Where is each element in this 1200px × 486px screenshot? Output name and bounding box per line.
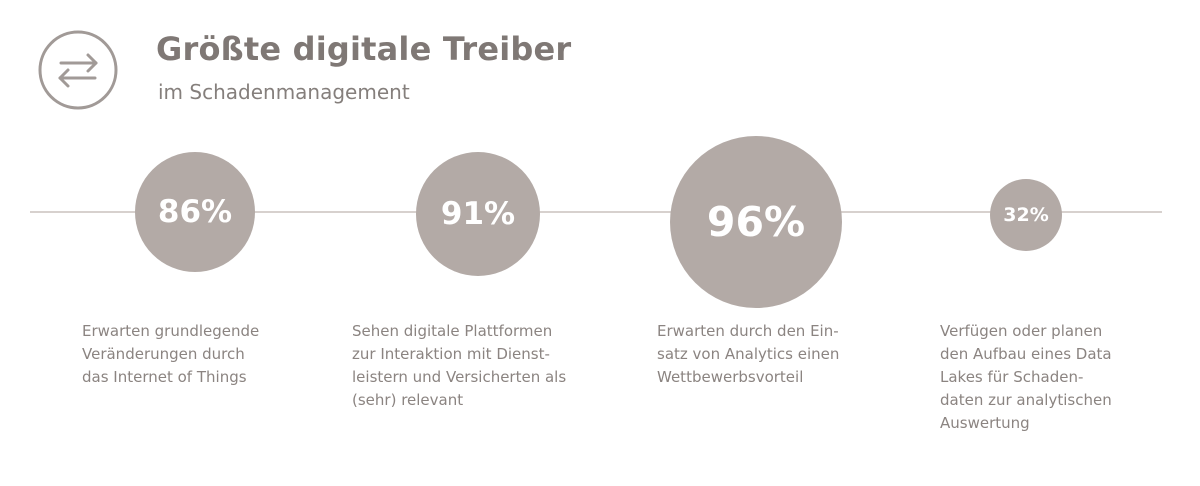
stat-value: 91%	[440, 196, 516, 232]
stat-circle-96: 96%	[670, 136, 842, 308]
description-line: Veränderungen durch	[82, 345, 245, 363]
description-line: Auswertung	[940, 414, 1030, 432]
stat-value: 96%	[706, 198, 806, 246]
description-line: zur Interaktion mit Dienst-	[352, 345, 550, 363]
stat-circle-32: 32%	[990, 179, 1062, 251]
stat-description-analytics: Erwarten durch den Ein- satz von Analyti…	[657, 320, 882, 389]
exchange-arrows-icon	[36, 28, 120, 112]
description-line: Verfügen oder planen	[940, 322, 1103, 340]
description-line: satz von Analytics einen	[657, 345, 840, 363]
stat-circle-91: 91%	[416, 152, 540, 276]
page-title: Größte digitale Treiber	[156, 30, 572, 68]
description-line: Erwarten grundlegende	[82, 322, 260, 340]
description-line: (sehr) relevant	[352, 391, 464, 409]
stat-description-iot: Erwarten grundlegende Veränderungen durc…	[82, 320, 312, 389]
stat-description-platforms: Sehen digitale Plattformen zur Interakti…	[352, 320, 607, 412]
stat-circle-86: 86%	[135, 152, 255, 272]
stat-description-data-lakes: Verfügen oder planen den Aufbau eines Da…	[940, 320, 1160, 435]
description-line: daten zur analytischen	[940, 391, 1112, 409]
description-line: den Aufbau eines Data	[940, 345, 1112, 363]
stat-value: 86%	[157, 194, 233, 230]
description-line: Erwarten durch den Ein-	[657, 322, 839, 340]
stat-value: 32%	[1003, 204, 1049, 226]
description-line: das Internet of Things	[82, 368, 247, 386]
description-line: leistern und Versicherten als	[352, 368, 567, 386]
description-line: Lakes für Schaden-	[940, 368, 1084, 386]
description-line: Wettbewerbsvorteil	[657, 368, 804, 386]
page-subtitle: im Schadenmanagement	[158, 80, 410, 104]
timeline-line	[30, 211, 1162, 213]
description-line: Sehen digitale Plattformen	[352, 322, 553, 340]
